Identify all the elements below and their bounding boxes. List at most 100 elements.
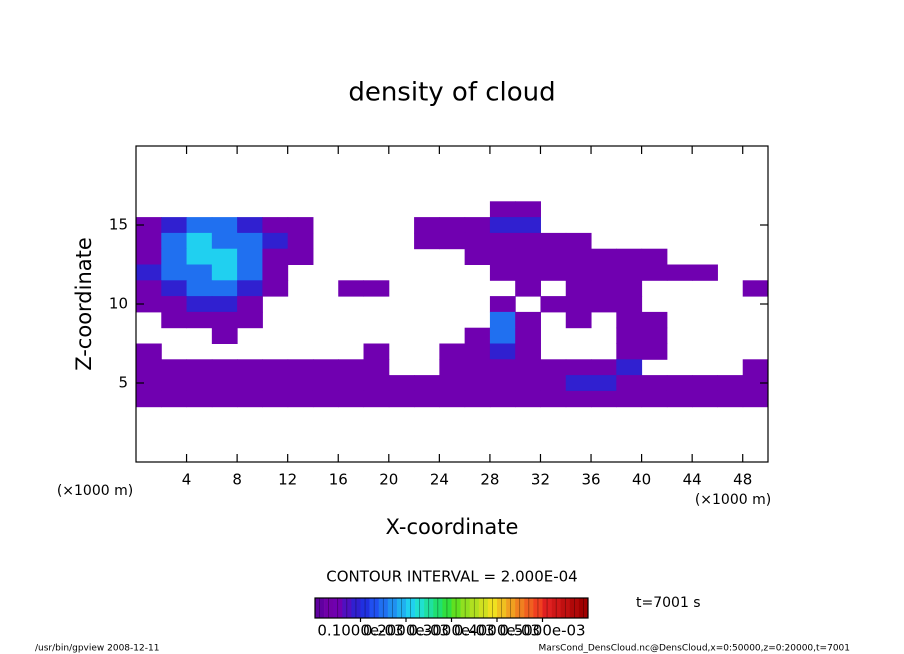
contour-cell: [237, 217, 263, 234]
contour-cell: [287, 375, 314, 392]
contour-cell: [287, 232, 314, 250]
contour-cell: [565, 375, 592, 392]
contour-cell: [237, 375, 263, 392]
contour-cell: [211, 375, 238, 392]
y-unit: (×1000 m): [57, 483, 133, 499]
contour-cell: [262, 375, 289, 392]
contour-cell: [211, 217, 238, 234]
contour-cell: [186, 390, 213, 408]
contour-cell: [489, 311, 516, 329]
contour-cell: [363, 375, 390, 392]
contour-cell: [262, 359, 289, 376]
contour-cell: [388, 375, 415, 392]
y-tick-label: 10: [109, 295, 128, 313]
contour-cell: [565, 390, 592, 408]
y-tick-label: 15: [109, 216, 128, 234]
contour-cell: [237, 359, 263, 376]
contour-cell: [161, 232, 188, 250]
contour-cell: [515, 280, 541, 297]
contour-cell: [489, 359, 516, 376]
contour-cell: [136, 296, 162, 313]
contour-cell: [136, 217, 162, 234]
contour-cell: [211, 232, 238, 250]
contour-cell: [489, 343, 516, 360]
contour-cell: [489, 264, 516, 281]
contour-cell: [489, 327, 516, 344]
contour-cell: [515, 217, 541, 234]
contour-cell: [237, 232, 263, 250]
contour-cell: [136, 264, 162, 281]
contour-cell: [515, 359, 541, 376]
x-tick-label: 4: [182, 471, 192, 489]
contour-cell: [540, 359, 567, 376]
contour-cell: [565, 248, 592, 265]
contour-cell: [489, 375, 516, 392]
y-axis-label: Z-coordinate: [72, 237, 96, 371]
contour-cell: [540, 248, 567, 265]
contour-cell: [692, 390, 718, 408]
contour-cell: [312, 390, 339, 408]
contour-field: [136, 201, 769, 408]
contour-cell: [742, 280, 769, 297]
contour-cell: [616, 248, 643, 265]
contour-cell: [186, 311, 213, 329]
footer-right: MarsCond_DensCloud.nc@DensCloud,x=0:5000…: [539, 644, 851, 654]
contour-cell: [439, 390, 466, 408]
contour-cell: [262, 232, 289, 250]
contour-cell: [161, 359, 188, 376]
x-axis-label: X-coordinate: [386, 515, 519, 539]
contour-cell: [186, 248, 213, 265]
contour-cell: [565, 232, 592, 250]
contour-interval: CONTOUR INTERVAL = 2.000E-04: [326, 568, 577, 586]
contour-cell: [641, 327, 668, 344]
contour-cell: [565, 280, 592, 297]
colorbar-tick-label: 0.1000e-03: [317, 622, 403, 640]
contour-cell: [565, 264, 592, 281]
contour-cell: [515, 327, 541, 344]
contour-cell: [363, 280, 390, 297]
contour-cell: [262, 280, 289, 297]
contour-cell: [388, 390, 415, 408]
colorbar-tick-label: 0.5000e-03: [499, 622, 585, 640]
contour-cell: [161, 375, 188, 392]
contour-cell: [489, 217, 516, 234]
contour-cell: [237, 296, 263, 313]
colorbar-tick-label: 0.4000e-03: [454, 622, 540, 640]
contour-cell: [211, 248, 238, 265]
contour-cell: [616, 390, 643, 408]
contour-cell: [237, 390, 263, 408]
contour-cell: [464, 343, 491, 360]
contour-cell: [540, 232, 567, 250]
contour-cell: [591, 248, 617, 265]
contour-cell: [338, 390, 365, 408]
contour-cell: [540, 296, 567, 313]
contour-cell: [136, 248, 162, 265]
contour-cell: [591, 296, 617, 313]
contour-cell: [414, 217, 440, 234]
x-unit: (×1000 m): [695, 492, 771, 508]
contour-cell: [136, 359, 162, 376]
contour-cell: [565, 359, 592, 376]
contour-cell: [136, 343, 162, 360]
contour-cell: [464, 217, 491, 234]
contour-cell: [186, 375, 213, 392]
x-tick-label: 16: [329, 471, 348, 489]
contour-cell: [717, 375, 744, 392]
contour-cell: [616, 311, 643, 329]
contour-cell: [211, 359, 238, 376]
x-tick-label: 20: [379, 471, 398, 489]
contour-cell: [616, 327, 643, 344]
contour-cell: [515, 343, 541, 360]
contour-cell: [489, 390, 516, 408]
contour-cell: [211, 280, 238, 297]
contour-cell: [312, 375, 339, 392]
contour-cell: [439, 217, 466, 234]
contour-cell: [464, 359, 491, 376]
contour-cell: [591, 359, 617, 376]
contour-cell: [211, 264, 238, 281]
contour-cell: [237, 280, 263, 297]
contour-cell: [161, 248, 188, 265]
contour-cell: [363, 359, 390, 376]
